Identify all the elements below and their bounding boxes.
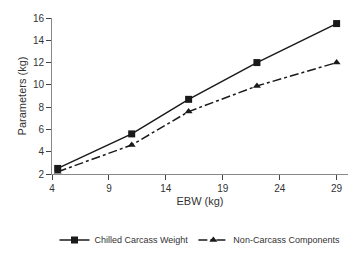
svg-text:10: 10	[33, 79, 45, 90]
svg-text:8: 8	[38, 102, 44, 113]
svg-text:2: 2	[38, 169, 44, 180]
svg-text:14: 14	[33, 35, 45, 46]
svg-text:Chilled Carcass Weight: Chilled Carcass Weight	[95, 235, 189, 245]
svg-text:4: 4	[38, 146, 44, 157]
svg-text:EBW (kg): EBW (kg)	[176, 195, 223, 207]
svg-text:Non-Carcass Components: Non-Carcass Components	[233, 235, 340, 245]
svg-text:Parameters (kg): Parameters (kg)	[16, 57, 28, 136]
svg-text:19: 19	[217, 183, 229, 194]
svg-text:4: 4	[49, 183, 55, 194]
svg-text:16: 16	[33, 13, 45, 24]
svg-text:29: 29	[331, 183, 343, 194]
svg-text:24: 24	[274, 183, 286, 194]
svg-text:14: 14	[160, 183, 172, 194]
svg-text:6: 6	[38, 124, 44, 135]
svg-text:9: 9	[106, 183, 112, 194]
svg-text:12: 12	[33, 57, 45, 68]
